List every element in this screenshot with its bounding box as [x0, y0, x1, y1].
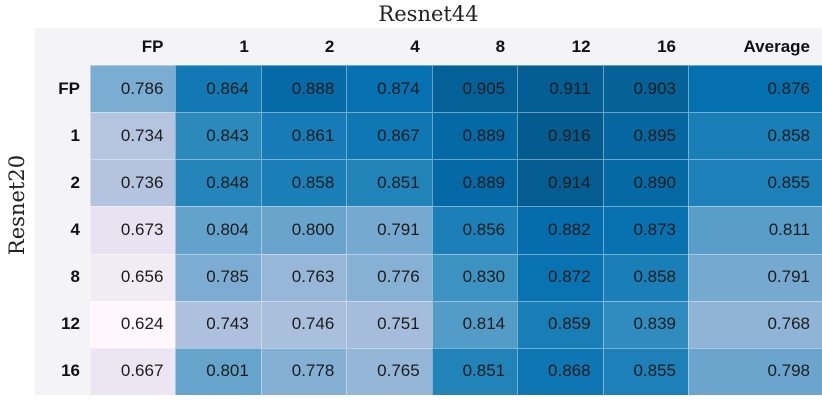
y-axis-label: Resnet20: [5, 154, 29, 256]
heatmap-cell: 0.734: [90, 112, 176, 160]
heatmap-cell: 0.890: [602, 159, 688, 207]
row-header-16: 16: [35, 347, 90, 395]
heatmap-cell: 0.785: [175, 253, 261, 301]
heatmap-cell: 0.814: [431, 300, 518, 348]
heatmap-cell: 0.786: [90, 65, 176, 113]
row-header-12: 12: [35, 300, 90, 348]
heatmap-cell: 0.882: [517, 206, 603, 254]
heatmap-cell: 0.868: [517, 347, 603, 395]
heatmap-cell: 0.888: [260, 65, 347, 113]
heatmap-cell: 0.746: [260, 300, 347, 348]
heatmap-cell: 0.873: [602, 206, 688, 254]
heatmap-cell: 0.839: [602, 300, 688, 348]
heatmap-cell: 0.736: [90, 159, 176, 207]
col-header-2: 2: [260, 28, 347, 65]
heatmap-cell: 0.889: [431, 159, 518, 207]
heatmap-cell: 0.778: [260, 347, 347, 395]
heatmap-cell: 0.791: [346, 206, 432, 254]
heatmap-cell: 0.763: [260, 253, 347, 301]
col-header-4: 4: [346, 28, 432, 65]
heatmap-cell: 0.858: [688, 112, 822, 160]
heatmap-cell: 0.800: [260, 206, 347, 254]
heatmap-cell: 0.874: [346, 65, 432, 113]
col-header-average: Average: [688, 28, 822, 65]
heatmap-cell: 0.858: [602, 253, 688, 301]
heatmap-cell: 0.905: [431, 65, 518, 113]
row-header-2: 2: [35, 159, 90, 207]
heatmap-cell: 0.656: [90, 253, 176, 301]
heatmap-cell: 0.851: [431, 347, 518, 395]
heatmap-cell: 0.751: [346, 300, 432, 348]
heatmap-cell: 0.673: [90, 206, 176, 254]
col-header-fp: FP: [90, 28, 176, 65]
heatmap-cell: 0.895: [602, 112, 688, 160]
heatmap-cell: 0.864: [175, 65, 261, 113]
heatmap-cell: 0.903: [602, 65, 688, 113]
row-header-8: 8: [35, 253, 90, 301]
heatmap-cell: 0.856: [431, 206, 518, 254]
heatmap-cell: 0.914: [517, 159, 603, 207]
col-header-12: 12: [517, 28, 603, 65]
heatmap-cell: 0.855: [688, 159, 822, 207]
heatmap-cell: 0.851: [346, 159, 432, 207]
heatmap-cell: 0.804: [175, 206, 261, 254]
heatmap-cell: 0.768: [688, 300, 822, 348]
heatmap-cell: 0.811: [688, 206, 822, 254]
heatmap-cell: 0.765: [346, 347, 432, 395]
heatmap-grid: FP 1 2 4 8 12 16 Average FP 0.786 0.864 0.888 0.874 0…: [35, 28, 822, 395]
col-header-8: 8: [431, 28, 518, 65]
heatmap-cell: 0.889: [431, 112, 518, 160]
heatmap-cell: 0.859: [517, 300, 603, 348]
heatmap-cell: 0.855: [602, 347, 688, 395]
heatmap-cell: 0.916: [517, 112, 603, 160]
heatmap-cell: 0.848: [175, 159, 261, 207]
corner-cell: [35, 28, 90, 65]
chart-title: Resnet44: [378, 2, 479, 26]
heatmap-cell: 0.876: [688, 65, 822, 113]
heatmap-cell: 0.743: [175, 300, 261, 348]
heatmap-cell: 0.776: [346, 253, 432, 301]
heatmap-cell: 0.911: [517, 65, 603, 113]
row-header-fp: FP: [35, 65, 90, 113]
heatmap-cell: 0.872: [517, 253, 603, 301]
col-header-1: 1: [175, 28, 261, 65]
heatmap-cell: 0.830: [431, 253, 518, 301]
heatmap-cell: 0.798: [688, 347, 822, 395]
row-header-4: 4: [35, 206, 90, 254]
row-header-1: 1: [35, 112, 90, 160]
heatmap-cell: 0.801: [175, 347, 261, 395]
heatmap-cell: 0.861: [260, 112, 347, 160]
heatmap-cell: 0.858: [260, 159, 347, 207]
heatmap-cell: 0.791: [688, 253, 822, 301]
heatmap-cell: 0.867: [346, 112, 432, 160]
col-header-16: 16: [602, 28, 688, 65]
heatmap-cell: 0.624: [90, 300, 176, 348]
heatmap-cell: 0.667: [90, 347, 176, 395]
heatmap-cell: 0.843: [175, 112, 261, 160]
